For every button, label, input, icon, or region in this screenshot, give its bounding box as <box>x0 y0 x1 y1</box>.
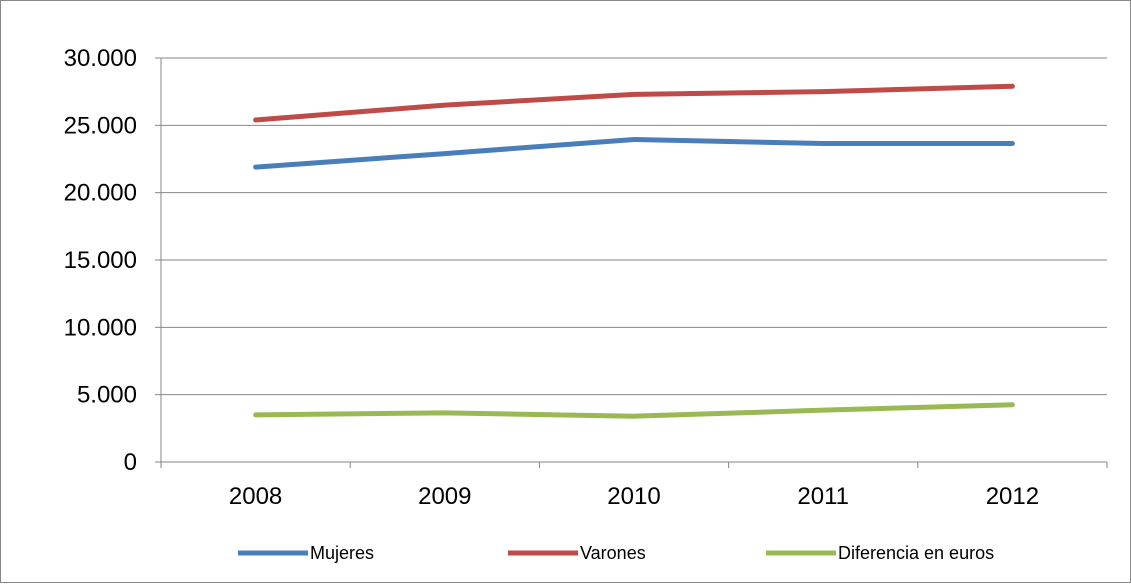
x-tick-label: 2012 <box>986 483 1039 510</box>
legend-label: Diferencia en euros <box>838 543 994 563</box>
y-tick-label: 0 <box>124 449 137 476</box>
series-line-mujeres <box>253 136 1015 170</box>
y-tick-label: 10.000 <box>64 314 137 341</box>
y-tick-label: 5.000 <box>77 382 137 409</box>
x-tick-label: 2010 <box>607 483 660 510</box>
y-tick-label: 15.000 <box>64 247 137 274</box>
y-tick-label: 30.000 <box>64 45 137 72</box>
y-tick-label: 25.000 <box>64 112 137 139</box>
y-tick-label: 20.000 <box>64 180 137 207</box>
series-line-varones <box>253 83 1015 123</box>
x-tick-label: 2011 <box>797 483 849 510</box>
legend-label: Mujeres <box>310 543 374 563</box>
x-axis-ticks: 2008 2009 2010 2011 2012 <box>160 462 1108 510</box>
y-axis-ticks: 0 5.000 10.000 15.000 20.000 25.000 30.000 <box>64 45 161 476</box>
x-tick-label: 2009 <box>418 483 471 510</box>
series-line-diferencia-en-euros <box>253 402 1015 419</box>
grid-lines <box>161 57 1107 396</box>
series-lines <box>253 83 1015 419</box>
legend-label: Varones <box>580 543 646 563</box>
x-tick-label: 2008 <box>229 483 282 510</box>
legend: Mujeres Varones Diferencia en euros <box>238 543 994 563</box>
